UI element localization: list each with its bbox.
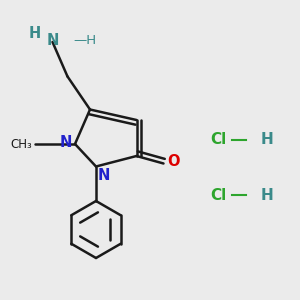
Text: N: N — [98, 168, 110, 183]
Text: CH₃: CH₃ — [11, 137, 32, 151]
Text: O: O — [167, 154, 180, 169]
Text: Cl: Cl — [210, 188, 226, 202]
Text: H: H — [261, 188, 274, 202]
Text: —H: —H — [74, 34, 97, 47]
Text: N: N — [60, 135, 72, 150]
Text: H: H — [261, 132, 274, 147]
Text: H: H — [28, 26, 40, 40]
Text: N: N — [46, 33, 59, 48]
Text: Cl: Cl — [210, 132, 226, 147]
